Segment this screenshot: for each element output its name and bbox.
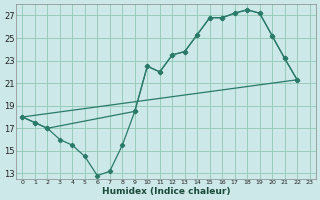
- X-axis label: Humidex (Indice chaleur): Humidex (Indice chaleur): [102, 187, 230, 196]
